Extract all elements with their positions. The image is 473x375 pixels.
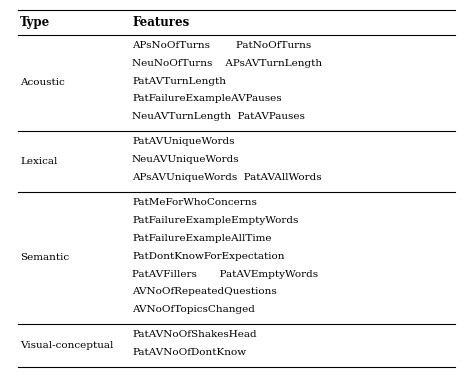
Text: PatMeForWhoConcerns: PatMeForWhoConcerns xyxy=(132,198,257,207)
Text: Features: Features xyxy=(132,16,189,29)
Text: Acoustic: Acoustic xyxy=(20,78,65,87)
Text: PatAVNoOfShakesHead: PatAVNoOfShakesHead xyxy=(132,330,257,339)
Text: NeuAVUniqueWords: NeuAVUniqueWords xyxy=(132,155,240,164)
Text: PatFailureExampleEmptyWords: PatFailureExampleEmptyWords xyxy=(132,216,298,225)
Text: Visual-conceptual: Visual-conceptual xyxy=(20,341,114,350)
Text: APsNoOfTurns        PatNoOfTurns: APsNoOfTurns PatNoOfTurns xyxy=(132,41,311,50)
Text: PatDontKnowForExpectation: PatDontKnowForExpectation xyxy=(132,252,284,261)
Text: Type: Type xyxy=(20,16,50,29)
Text: NeuNoOfTurns    APsAVTurnLength: NeuNoOfTurns APsAVTurnLength xyxy=(132,59,322,68)
Text: PatAVUniqueWords: PatAVUniqueWords xyxy=(132,137,235,146)
Text: PatFailureExampleAllTime: PatFailureExampleAllTime xyxy=(132,234,272,243)
Text: NeuAVTurnLength  PatAVPauses: NeuAVTurnLength PatAVPauses xyxy=(132,112,305,121)
Text: APsAVUniqueWords  PatAVAllWords: APsAVUniqueWords PatAVAllWords xyxy=(132,173,322,182)
Text: PatFailureExampleAVPauses: PatFailureExampleAVPauses xyxy=(132,94,281,104)
Text: Semantic: Semantic xyxy=(20,254,69,262)
Text: PatAVTurnLength: PatAVTurnLength xyxy=(132,76,226,86)
Text: AVNoOfTopicsChanged: AVNoOfTopicsChanged xyxy=(132,305,255,314)
Text: PatAVFillers       PatAVEmptyWords: PatAVFillers PatAVEmptyWords xyxy=(132,270,318,279)
Text: AVNoOfRepeatedQuestions: AVNoOfRepeatedQuestions xyxy=(132,287,277,296)
Text: Lexical: Lexical xyxy=(20,157,57,166)
Text: PatAVNoOfDontKnow: PatAVNoOfDontKnow xyxy=(132,348,246,357)
